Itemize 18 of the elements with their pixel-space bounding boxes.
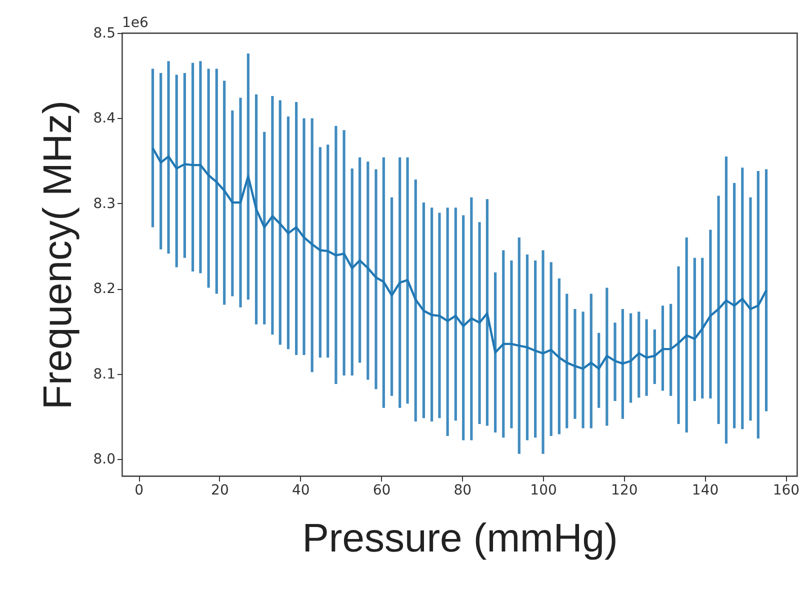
x-tick-label: 100 (530, 482, 557, 498)
x-tick-label: 0 (134, 482, 144, 498)
y-tick-label: 8.4 (93, 110, 116, 127)
text: 1e6 (122, 15, 149, 31)
x-tick-label: 20 (211, 482, 229, 498)
y-axis-title: Frequency( MHz) (36, 100, 80, 410)
y-tick-label: 8.5 (93, 26, 116, 42)
x-tick-label: 60 (372, 482, 391, 498)
y-tick-label: 8.3 (93, 196, 116, 212)
y-tick-label: 8.0 (93, 451, 116, 468)
y-tick-label: 8.2 (93, 281, 116, 298)
x-tick-label: 40 (292, 482, 310, 498)
x-tick-label: 80 (454, 482, 472, 498)
x-tick-label: 120 (611, 482, 638, 498)
x-tick-label: 160 (772, 482, 800, 498)
x-axis-title: Pressure (mmHg) (302, 516, 618, 560)
y-tick-label: 8.1 (93, 366, 116, 382)
x-tick-label: 140 (692, 482, 719, 498)
